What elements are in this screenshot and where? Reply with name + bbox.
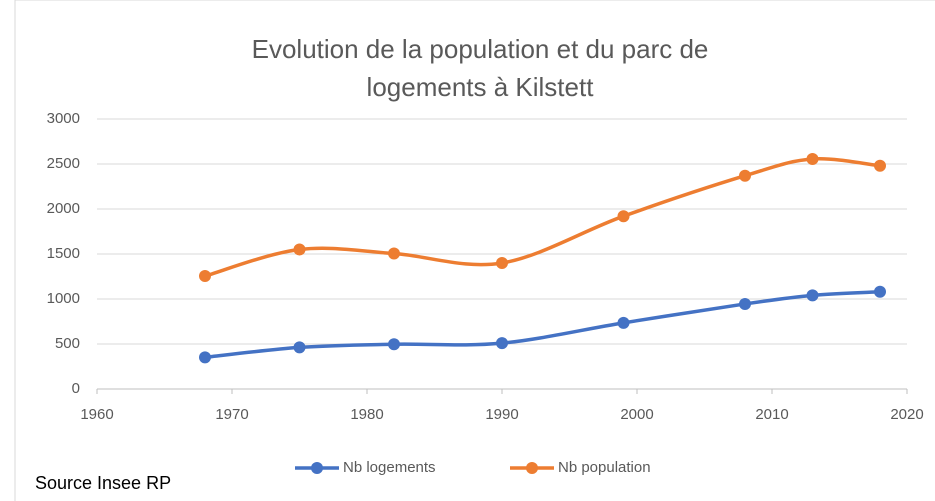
data-point [617, 316, 630, 329]
data-point [806, 289, 819, 302]
y-tick-label: 1000 [47, 290, 80, 307]
y-tick-label: 3000 [47, 110, 80, 127]
x-tick-label: 2010 [755, 406, 788, 423]
x-tick-label: 1970 [215, 406, 248, 423]
data-point [874, 159, 886, 172]
data-point [806, 153, 819, 166]
x-tick-label: 2000 [620, 406, 653, 423]
annotation: Source Insee RP [35, 473, 172, 493]
y-tick-label: 2500 [47, 155, 80, 172]
x-tick-label: 1960 [80, 406, 113, 423]
data-point [496, 337, 508, 350]
series-line [204, 157, 881, 278]
data-point [199, 270, 211, 283]
legend-label: Nb population [558, 459, 651, 476]
legend-marker [526, 462, 538, 474]
data-point [874, 285, 886, 298]
x-tick-label: 1990 [485, 406, 518, 423]
y-tick-label: 1500 [47, 245, 80, 262]
data-point [739, 297, 751, 310]
data-point [293, 243, 306, 256]
x-tick-label: 2020 [890, 406, 923, 423]
chart-border [14, 0, 935, 501]
data-point [739, 169, 751, 182]
legend-marker [311, 462, 323, 474]
y-tick-label: 0 [72, 380, 80, 397]
data-point [388, 247, 400, 260]
data-point [293, 341, 306, 354]
data-point [496, 257, 508, 269]
y-tick-label: 2000 [47, 200, 80, 217]
data-point [199, 351, 211, 364]
data-point [388, 338, 400, 351]
data-point [617, 210, 630, 223]
series-line [204, 290, 881, 360]
chart-title: Evolution de la population et du parc de… [251, 34, 709, 102]
x-tick-label: 1980 [350, 406, 383, 423]
y-tick-label: 500 [55, 335, 80, 352]
legend-label: Nb logements [343, 459, 436, 476]
